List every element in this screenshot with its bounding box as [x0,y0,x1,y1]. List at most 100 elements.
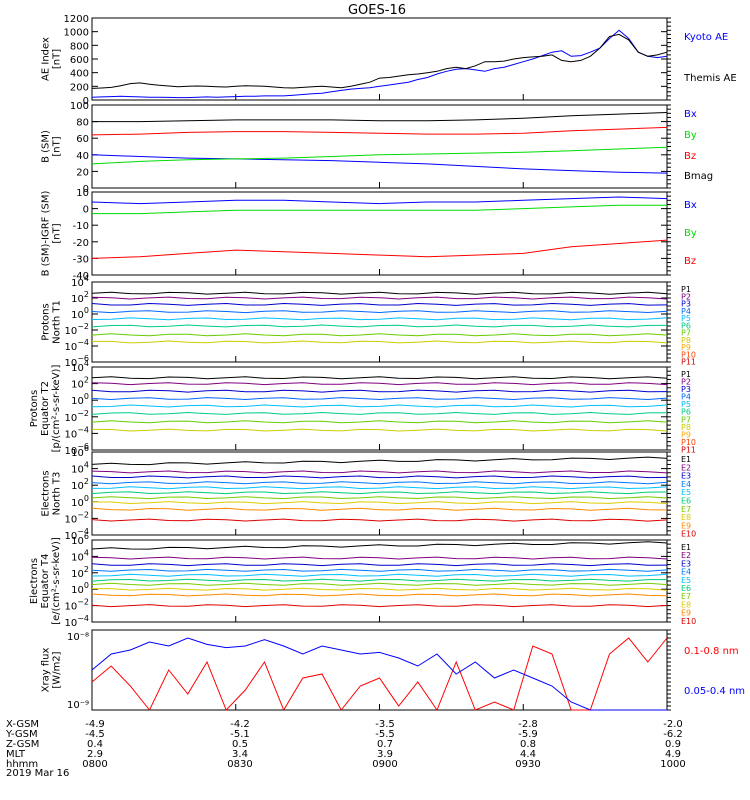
series-line-E3 [91,475,668,479]
series-line-E10 [91,604,668,608]
y-tick-label: 80 [76,118,89,129]
y-tick-label: 40 [76,151,89,162]
legend-label: E10 [681,617,696,626]
series-line-P7 [91,333,668,337]
y-tick-label: 104 [71,548,89,563]
series-line-E2 [91,556,668,560]
legend-label: E8 [681,513,691,522]
y-tick-label: 10−2 [64,322,89,337]
y-tick-exponent: 0 [84,494,89,503]
row-value: 0.5 [232,739,248,750]
y-tick-exponent: 4 [84,548,89,557]
series-line-P8 [91,428,668,432]
series-line-E4 [91,568,668,572]
y-axis-label: North T1 [52,300,63,344]
y-tick-exponent: −2 [77,322,89,331]
legend-label: E8 [681,600,691,609]
series-line-E5 [91,486,668,490]
y-tick-exponent: 2 [84,477,89,486]
panel-frame [91,539,668,623]
series-line-E10 [91,518,668,522]
y-tick-label: 10−2 [64,510,89,525]
series-line-E8 [92,501,668,505]
y-axis-label: B (SM) [41,130,52,163]
row-value: 0.9 [665,739,681,750]
series-line-E1 [91,541,668,550]
series-line-Bmag [92,112,668,123]
row-value: -5.9 [518,729,538,740]
legend-label: E7 [681,505,691,514]
row-value: -4.9 [85,719,105,730]
series-line-P1 [91,291,668,295]
y-tick-label: 100 [71,306,89,321]
y-axis-label: Protons [29,390,40,427]
y-tick-label: 600 [70,55,89,66]
legend-label: P9 [681,343,691,352]
series-line-P5 [91,317,668,321]
series-line-E5 [91,573,668,577]
y-tick-exponent: 0 [84,392,89,401]
legend-label: P2 [681,292,691,301]
series-line-E2 [91,470,668,474]
row-value: 2.9 [87,749,103,760]
legend-label: P3 [681,385,691,394]
row-value: -6.2 [663,729,683,740]
y-tick-label: 10−2 [64,598,89,613]
y-tick-label: 10−4 [64,425,89,440]
row-value: -4.5 [85,729,105,740]
legend-label: P6 [681,408,691,417]
date-label: 2019 Mar 16 [6,768,69,779]
y-tick-exponent: 0 [84,306,89,315]
row-value: 0930 [515,759,540,770]
row-label: hhmm [6,759,38,770]
y-tick-label: -30 [73,254,89,265]
panel-bsm: 100 80 60 40 20 0 B (SM) [nT] Bx By Bz Bmag [41,101,714,195]
y-axis-label: AE Index [41,37,52,81]
row-value: 3.9 [377,749,393,760]
y-tick-label: 0 [83,96,89,107]
y-axis-label: Equator T4 [40,554,51,609]
legend-label: E6 [681,584,691,593]
y-tick-label: 100 [70,101,89,112]
y-tick-label: 100 [71,581,89,596]
legend-label: P5 [681,314,691,323]
legend-label: P10 [681,438,696,447]
series-line-P2 [91,296,668,300]
series-line-E8 [92,587,668,591]
row-value: -2.0 [663,719,683,730]
y-tick-exponent: −6 [77,442,89,451]
legend-label: P8 [681,336,691,345]
y-tick-label: 10 [76,188,89,199]
series-line-E3 [91,563,668,567]
legend-label: P1 [681,370,691,379]
panel-xray: 10⁻⁸ 10⁻⁹ Xray flux [W/m2] 0.1-0.8 nm 0.05-0.… [41,629,745,712]
legend-label: Bz [684,256,696,267]
panel-frame [91,281,668,363]
row-label: MLT [6,749,26,760]
row-label: X-GSM [6,719,39,730]
legend-label: P11 [681,445,696,454]
y-tick-label: 102 [71,477,89,492]
row-value: 0.7 [377,739,393,750]
row-value: -3.5 [375,719,395,730]
y-tick-exponent: −2 [77,510,89,519]
legend-label: E6 [681,497,691,506]
legend-label: E1 [681,543,691,552]
panel-frame [91,104,668,189]
series-line-E1 [91,456,668,466]
y-axis-label: [e/(cm²-s-sr-keV)] [51,537,62,625]
y-tick-label: 10−4 [64,338,89,353]
legend-label: E4 [681,480,691,489]
row-value: 3.4 [232,749,248,760]
legend-label: E9 [681,521,691,530]
y-tick-label: 60 [76,134,89,145]
y-tick-label: 100 [71,392,89,407]
y-tick-label: 10−4 [64,614,89,629]
legend-label: E3 [681,559,691,568]
series-line-E6 [91,491,668,495]
legend-label: E10 [681,530,696,539]
legend-label: E1 [681,455,691,464]
series-line-P7 [91,420,668,424]
legend-label: P4 [681,307,691,316]
